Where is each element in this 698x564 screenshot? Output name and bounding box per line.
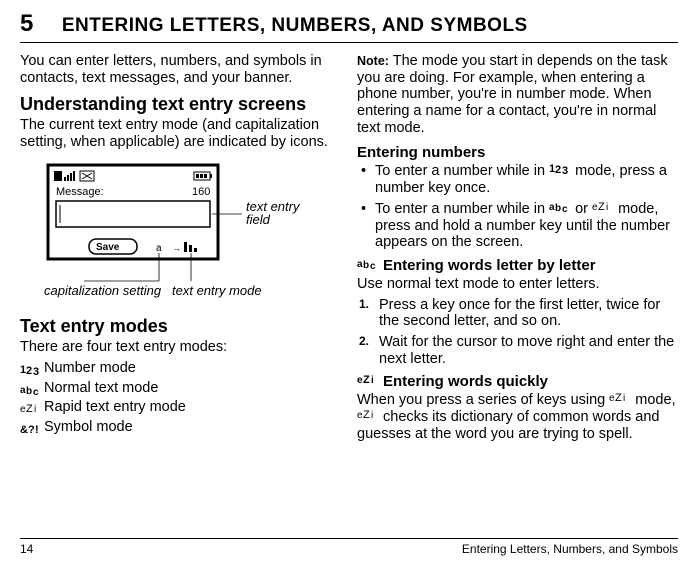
step-number: 2. <box>357 334 379 367</box>
symbol-mode-icon <box>20 422 44 434</box>
list-item: 2.Wait for the cursor to move right and … <box>357 334 678 367</box>
letter-intro: Use normal text mode to enter letters. <box>357 276 678 293</box>
chapter-title: ENTERING LETTERS, NUMBERS, AND SYMBOLS <box>62 15 528 37</box>
right-column: Note: The mode you start in depends on t… <box>357 53 678 451</box>
diagram-save: Save <box>96 242 120 253</box>
mode-list: Number mode Normal text mode Rapid text … <box>20 359 341 437</box>
number-mode-icon <box>549 162 571 179</box>
mode-label: Number mode <box>44 359 136 379</box>
chapter-header: 5 ENTERING LETTERS, NUMBERS, AND SYMBOLS <box>20 10 678 43</box>
heading-text: Entering words quickly <box>383 373 548 390</box>
diagram-count: 160 <box>192 186 210 198</box>
note-body: The mode you start in depends on the tas… <box>357 53 668 136</box>
diagram-message-label: Message: <box>56 186 104 198</box>
mode-label: Rapid text entry mode <box>44 398 186 418</box>
intro-text: You can enter letters, numbers, and symb… <box>20 53 341 86</box>
list-item: Symbol mode <box>20 418 341 438</box>
heading-text: Entering words letter by letter <box>383 257 596 274</box>
heading-numbers: Entering numbers <box>357 144 678 161</box>
modes-intro: There are four text entry modes: <box>20 339 341 356</box>
page-footer: 14 Entering Letters, Numbers, and Symbol… <box>20 538 678 556</box>
list-item: Normal text mode <box>20 379 341 399</box>
normal-mode-icon <box>357 256 379 273</box>
screen-diagram: Message: 160 Save a → text entry <box>44 161 341 306</box>
bullet-icon: • <box>357 201 375 251</box>
list-item: 1.Press a key once for the first letter,… <box>357 297 678 330</box>
list-item: • To enter a number while in or mode, pr… <box>357 201 678 251</box>
step-number: 1. <box>357 297 379 330</box>
number-mode-icon <box>20 363 44 375</box>
list-item: • To enter a number while in mode, press… <box>357 163 678 197</box>
note-label: Note: <box>357 54 389 68</box>
svg-text:a: a <box>156 243 162 254</box>
heading-quick: Entering words quickly <box>357 373 678 390</box>
normal-mode-icon <box>20 383 44 395</box>
rapid-mode-icon <box>592 200 614 217</box>
svg-text:field: field <box>246 212 271 227</box>
page-number: 14 <box>20 542 33 556</box>
rapid-mode-icon <box>609 391 631 408</box>
quick-body: When you press a series of keys using mo… <box>357 392 678 442</box>
bullet-text: To enter a number while in mode, press a… <box>375 163 678 197</box>
step-text: Wait for the cursor to move right and en… <box>379 334 678 367</box>
step-text: Press a key once for the first letter, t… <box>379 297 678 330</box>
mode-label: Symbol mode <box>44 418 133 438</box>
callout-cap: capitalization setting <box>44 283 162 298</box>
list-item: Number mode <box>20 359 341 379</box>
bullet-icon: • <box>357 163 375 197</box>
heading-understanding: Understanding text entry screens <box>20 94 341 115</box>
mode-label: Normal text mode <box>44 379 158 399</box>
bullet-text: To enter a number while in or mode, pres… <box>375 201 678 251</box>
chapter-number: 5 <box>20 10 34 38</box>
list-item: Rapid text entry mode <box>20 398 341 418</box>
rapid-mode-icon <box>20 402 44 414</box>
heading-modes: Text entry modes <box>20 316 341 337</box>
callout-mode: text entry mode <box>172 283 262 298</box>
svg-text:→: → <box>172 243 181 253</box>
note-text: Note: The mode you start in depends on t… <box>357 53 678 136</box>
footer-section: Entering Letters, Numbers, and Symbols <box>462 542 678 556</box>
normal-mode-icon <box>549 200 571 217</box>
understanding-body: The current text entry mode (and capital… <box>20 117 341 150</box>
left-column: You can enter letters, numbers, and symb… <box>20 53 341 451</box>
heading-letter: Entering words letter by letter <box>357 257 678 274</box>
rapid-mode-icon <box>357 372 379 389</box>
rapid-mode-icon <box>357 408 379 425</box>
